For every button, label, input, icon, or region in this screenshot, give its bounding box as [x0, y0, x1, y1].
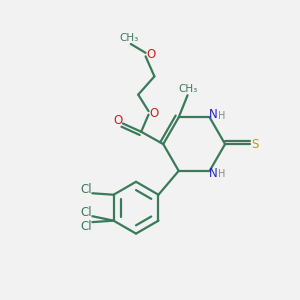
Text: Cl: Cl	[81, 220, 92, 233]
Text: O: O	[113, 114, 122, 127]
Text: N: N	[209, 109, 218, 122]
Text: O: O	[149, 107, 158, 120]
Text: N: N	[209, 167, 218, 180]
Text: H: H	[218, 111, 226, 121]
Text: CH₃: CH₃	[120, 33, 139, 43]
Text: Cl: Cl	[81, 183, 92, 196]
Text: H: H	[218, 169, 226, 179]
Text: O: O	[146, 47, 155, 61]
Text: S: S	[252, 138, 259, 151]
Text: Cl: Cl	[81, 206, 92, 219]
Text: CH₃: CH₃	[178, 84, 198, 94]
